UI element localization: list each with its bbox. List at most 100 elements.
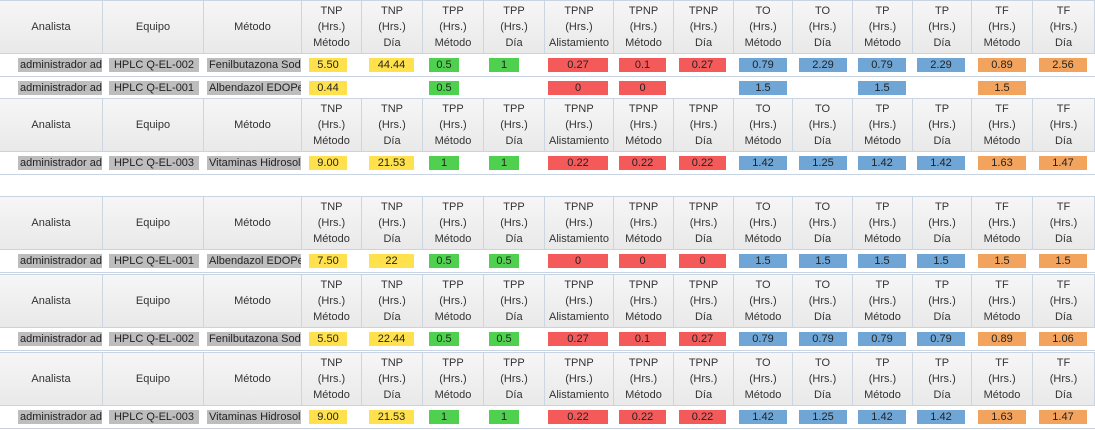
table-row[interactable]: administrador adı HPLC Q-EL-001 Albendazol… <box>0 77 1095 100</box>
header-metodo[interactable]: Método <box>204 197 302 249</box>
header-metric-column[interactable]: TF (Hrs.) Método <box>972 353 1033 405</box>
header-metric-column[interactable]: TNP (Hrs.) Método <box>302 353 362 405</box>
header-metric-column[interactable]: TF (Hrs.) Método <box>972 197 1033 249</box>
header-metric-column[interactable]: TNP (Hrs.) Día <box>362 275 423 327</box>
header-metric-column[interactable]: TNP (Hrs.) Día <box>362 353 423 405</box>
header-metric-column[interactable]: TO (Hrs.) Día <box>793 275 853 327</box>
header-metric-column[interactable]: TO (Hrs.) Día <box>793 99 853 151</box>
header-metric-column[interactable]: TF (Hrs.) Día <box>1033 99 1095 151</box>
header-metric-column[interactable]: TPNP (Hrs.) Día <box>674 275 734 327</box>
header-metric-column[interactable]: TF (Hrs.) Día <box>1033 353 1095 405</box>
header-metric-line: (Hrs.) <box>500 217 528 229</box>
header-metric-line: (Hrs.) <box>689 217 718 229</box>
value-cell: 0.22 <box>679 156 726 170</box>
header-metric-column[interactable]: TPP (Hrs.) Método <box>423 275 484 327</box>
value-cell: 1.63 <box>978 156 1026 170</box>
header-metric-column[interactable]: TP (Hrs.) Día <box>913 275 972 327</box>
header-metric-column[interactable]: TPP (Hrs.) Método <box>423 99 484 151</box>
equipo-cell: HPLC Q-EL-002 <box>109 332 199 346</box>
header-metric-column[interactable]: TO (Hrs.) Método <box>734 197 793 249</box>
header-metric-column[interactable]: TF (Hrs.) Día <box>1033 275 1095 327</box>
header-equipo[interactable]: Equipo <box>103 197 204 249</box>
header-metric-column[interactable]: TO (Hrs.) Método <box>734 275 793 327</box>
header-metric-column[interactable]: TPNP (Hrs.) Alistamiento <box>545 275 614 327</box>
header-metric-column[interactable]: TPNP (Hrs.) Método <box>614 1 674 53</box>
header-metric-column[interactable]: TPP (Hrs.) Día <box>484 1 545 53</box>
header-metric-column[interactable]: TP (Hrs.) Día <box>913 99 972 151</box>
header-metric-column[interactable]: TO (Hrs.) Día <box>793 1 853 53</box>
header-metodo[interactable]: Método <box>204 275 302 327</box>
table-row[interactable]: administrador adı HPLC Q-EL-003 Vitaminas … <box>0 406 1095 429</box>
header-metodo[interactable]: Método <box>204 353 302 405</box>
header-metric-column[interactable]: TPNP (Hrs.) Alistamiento <box>545 353 614 405</box>
header-metric-column[interactable]: TP (Hrs.) Método <box>853 99 913 151</box>
header-analista[interactable]: Analista <box>0 197 103 249</box>
header-metric-column[interactable]: TPNP (Hrs.) Día <box>674 99 734 151</box>
header-equipo[interactable]: Equipo <box>103 1 204 53</box>
header-metric-column[interactable]: TF (Hrs.) Método <box>972 1 1033 53</box>
header-metric-column[interactable]: TP (Hrs.) Método <box>853 197 913 249</box>
value-cell: 9.00 <box>309 156 347 170</box>
value-cell: 0.5 <box>489 254 519 268</box>
header-metric-column[interactable]: TO (Hrs.) Método <box>734 1 793 53</box>
table-row[interactable]: administrador adı HPLC Q-EL-003 Vitaminas … <box>0 152 1095 175</box>
header-metric-column[interactable]: TNP (Hrs.) Método <box>302 1 362 53</box>
header-metric-column[interactable]: TPNP (Hrs.) Día <box>674 197 734 249</box>
header-analista[interactable]: Analista <box>0 275 103 327</box>
header-metric-column[interactable]: TPNP (Hrs.) Método <box>614 275 674 327</box>
table-row[interactable]: administrador adı HPLC Q-EL-001 Albendazol… <box>0 250 1095 273</box>
value-cell: 1.5 <box>1039 254 1087 268</box>
header-metric-column[interactable]: TPNP (Hrs.) Método <box>614 353 674 405</box>
header-metric-column[interactable]: TP (Hrs.) Método <box>853 275 913 327</box>
header-equipo[interactable]: Equipo <box>103 353 204 405</box>
header-metric-column[interactable]: TP (Hrs.) Método <box>853 353 913 405</box>
table-row[interactable]: administrador adı HPLC Q-EL-002 Fenilbutaz… <box>0 54 1095 77</box>
header-metric-column[interactable]: TNP (Hrs.) Día <box>362 1 423 53</box>
header-metric-column[interactable]: TPP (Hrs.) Día <box>484 275 545 327</box>
header-metric-line: TF <box>1056 5 1071 17</box>
header-metric-column[interactable]: TPP (Hrs.) Método <box>423 1 484 53</box>
header-metric-column[interactable]: TNP (Hrs.) Método <box>302 275 362 327</box>
header-analista[interactable]: Analista <box>0 99 103 151</box>
header-metric-column[interactable]: TP (Hrs.) Método <box>853 1 913 53</box>
header-metric-column[interactable]: TPP (Hrs.) Método <box>423 353 484 405</box>
header-metric-column[interactable]: TPNP (Hrs.) Día <box>674 353 734 405</box>
header-metric-column[interactable]: TPNP (Hrs.) Alistamiento <box>545 1 614 53</box>
header-analista[interactable]: Analista <box>0 353 103 405</box>
header-metric-column[interactable]: TPNP (Hrs.) Alistamiento <box>545 197 614 249</box>
header-metric-column[interactable]: TPP (Hrs.) Método <box>423 197 484 249</box>
header-metric-column[interactable]: TP (Hrs.) Día <box>913 1 972 53</box>
header-analista[interactable]: Analista <box>0 1 103 53</box>
header-metric-column[interactable]: TP (Hrs.) Día <box>913 353 972 405</box>
header-metric-column[interactable]: TPP (Hrs.) Día <box>484 197 545 249</box>
header-metric-column[interactable]: TO (Hrs.) Día <box>793 353 853 405</box>
header-metric-column[interactable]: TPNP (Hrs.) Alistamiento <box>545 99 614 151</box>
header-equipo[interactable]: Equipo <box>103 275 204 327</box>
equipo-cell: HPLC Q-EL-001 <box>109 81 199 95</box>
header-metric-column[interactable]: TF (Hrs.) Día <box>1033 197 1095 249</box>
header-metric-column[interactable]: TPNP (Hrs.) Método <box>614 197 674 249</box>
header-metodo[interactable]: Método <box>204 99 302 151</box>
analista-cell: administrador adı <box>18 81 102 95</box>
header-metric-column[interactable]: TPNP (Hrs.) Método <box>614 99 674 151</box>
header-metric-column[interactable]: TF (Hrs.) Día <box>1033 1 1095 53</box>
header-metric-column[interactable]: TO (Hrs.) Día <box>793 197 853 249</box>
header-metric-column[interactable]: TNP (Hrs.) Día <box>362 197 423 249</box>
header-metric-column[interactable]: TO (Hrs.) Método <box>734 99 793 151</box>
header-metodo[interactable]: Método <box>204 1 302 53</box>
header-metric-column[interactable]: TF (Hrs.) Método <box>972 275 1033 327</box>
header-metric-column[interactable]: TPP (Hrs.) Día <box>484 353 545 405</box>
header-metric-line: (Hrs.) <box>749 373 777 385</box>
header-metric-column[interactable]: TNP (Hrs.) Método <box>302 99 362 151</box>
header-equipo[interactable]: Equipo <box>103 99 204 151</box>
header-metric-column[interactable]: TP (Hrs.) Día <box>913 197 972 249</box>
header-metric-column[interactable]: TO (Hrs.) Método <box>734 353 793 405</box>
header-metric-column[interactable]: TNP (Hrs.) Día <box>362 99 423 151</box>
table-row[interactable]: administrador adı HPLC Q-EL-002 Fenilbutaz… <box>0 328 1095 351</box>
header-metric-column[interactable]: TNP (Hrs.) Método <box>302 197 362 249</box>
header-metric-column[interactable]: TPNP (Hrs.) Día <box>674 1 734 53</box>
header-metric-column[interactable]: TF (Hrs.) Método <box>972 99 1033 151</box>
header-metric-column[interactable]: TPP (Hrs.) Día <box>484 99 545 151</box>
table-header: Analista Equipo Método TNP (Hrs.) Método TNP (H… <box>0 274 1095 328</box>
report-block: Analista Equipo Método TNP (Hrs.) Método TNP (H… <box>0 274 1095 351</box>
